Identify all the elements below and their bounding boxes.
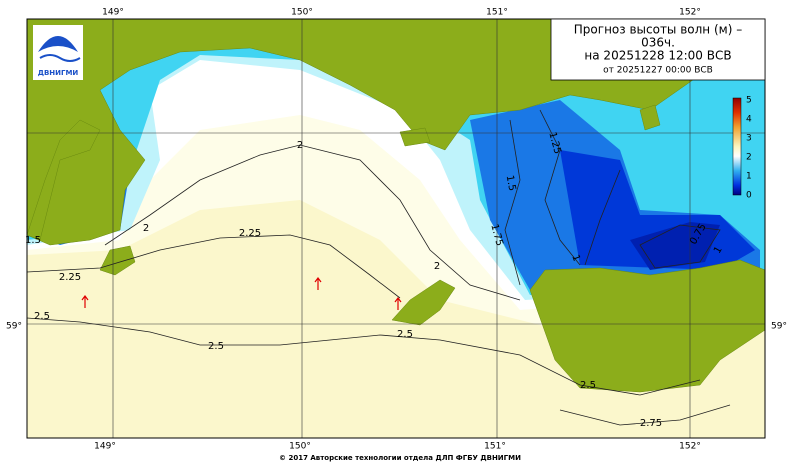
contours: [26, 109, 731, 426]
logo: ДВНИГМИ: [33, 25, 83, 80]
footer: © 2017 Авторские технологии отдела ДЛП Ф…: [279, 454, 521, 462]
contour-label: 2.5: [208, 341, 224, 352]
contour-label: 1: [712, 245, 725, 256]
contour-label: 2.25: [239, 228, 261, 239]
lon-label: 150°: [289, 442, 311, 452]
colorbar: 5 4 3 2 1 0: [732, 96, 752, 201]
colorbar-tick: 0: [746, 191, 752, 201]
lon-label: 152°: [679, 442, 701, 452]
lon-label: 150°: [291, 8, 313, 18]
wind-arrows: [81, 277, 402, 310]
logo-text: ДВНИГМИ: [38, 69, 79, 77]
contour-label: 2.75: [640, 418, 662, 429]
issue-time: от 20251227 00:00 ВСВ: [603, 66, 713, 76]
title: Прогноз высоты волн (м) –: [574, 23, 742, 37]
colorbar-tick: 2: [746, 153, 752, 163]
valid-time: на 20251228 12:00 ВСВ: [584, 49, 731, 63]
contour-label: 2.5: [34, 311, 50, 322]
lead-time: 036ч.: [641, 36, 675, 50]
lon-label: 151°: [486, 8, 508, 18]
lon-label: 149°: [102, 8, 124, 18]
coordinates: 149° 150° 151° 152° 149° 150° 151° 152° …: [6, 8, 787, 452]
lon-label: 151°: [484, 442, 506, 452]
contour-label: 2.5: [580, 380, 596, 391]
colorbar-tick: 3: [746, 134, 752, 144]
colorbar-tick: 5: [746, 96, 752, 106]
grid: [26, 18, 766, 439]
title-box: Прогноз высоты волн (м) – 036ч. на 20251…: [550, 18, 766, 81]
colorbar-tick: 1: [746, 172, 752, 182]
contour-label: 2.25: [59, 272, 81, 283]
contour-label: 1: [569, 253, 582, 263]
contour-label: 2: [297, 140, 303, 151]
colorbar-tick: 4: [746, 115, 752, 125]
contour-label: 2: [434, 261, 440, 272]
contour-label: 2: [143, 223, 149, 234]
lat-label: 59°: [6, 322, 22, 332]
contour-label: 1.5: [504, 174, 518, 192]
lon-label: 152°: [679, 8, 701, 18]
contour-label: 2.5: [397, 329, 413, 340]
contour-label: 1.5: [25, 235, 41, 246]
lon-label: 149°: [94, 442, 116, 452]
lat-label: 59°: [771, 322, 787, 332]
